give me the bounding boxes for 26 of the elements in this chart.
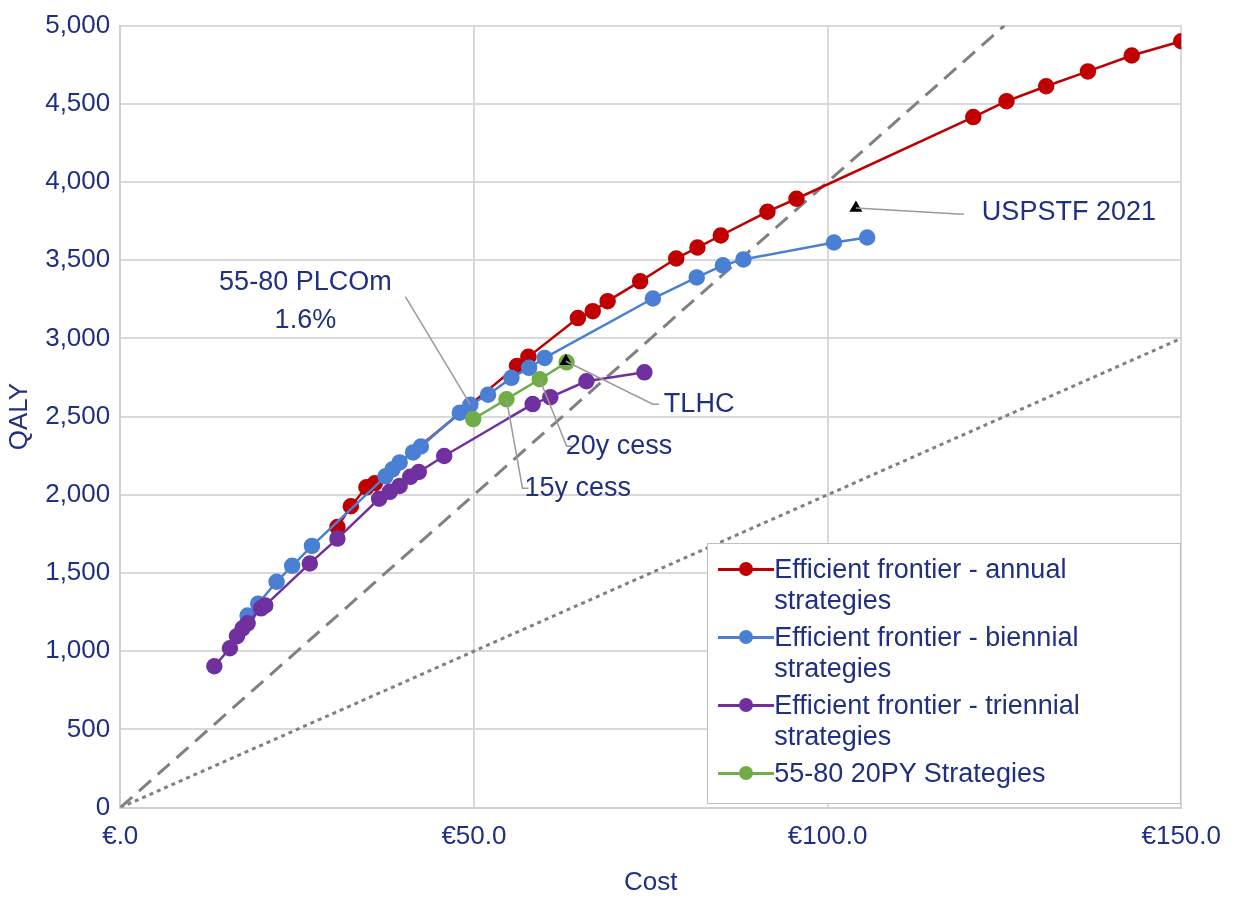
y-tick-label: 1,500 [45,556,111,587]
annotation: USPSTF 2021 [981,196,1156,227]
y-tick-label: 1,000 [45,634,111,665]
legend-label: Efficient frontier - annual strategies [774,553,1068,616]
y-tick-label: 0 [95,790,111,821]
annotation: 15y cess [524,471,632,502]
annotation: 20y cess [565,429,673,460]
x-tick-label: €150.0 [1141,820,1221,851]
x-tick-label: €100.0 [787,820,868,851]
y-tick-label: 3,000 [45,321,111,352]
x-tick-label: €50.0 [441,820,507,851]
y-axis-title: QALY [2,382,33,451]
y-tick-label: 3,500 [45,243,111,274]
y-tick-label: 4,000 [45,165,111,196]
annotation: TLHC [663,387,735,418]
y-tick-label: 2,000 [45,477,111,508]
y-tick-label: 5,000 [45,8,111,39]
annotation: 55-80 PLCOm 1.6% [219,266,392,335]
x-axis-title: Cost [624,865,679,896]
x-tick-label: €.0 [102,820,139,851]
y-tick-label: 2,500 [45,399,111,430]
y-tick-label: 4,500 [45,86,111,117]
y-tick-label: 500 [66,712,111,743]
legend-label: 55-80 20PY Strategies [774,757,1046,789]
legend-label: Efficient frontier - biennial strategies [774,621,1080,684]
legend-label: Efficient frontier - triennial strategies [774,689,1081,752]
